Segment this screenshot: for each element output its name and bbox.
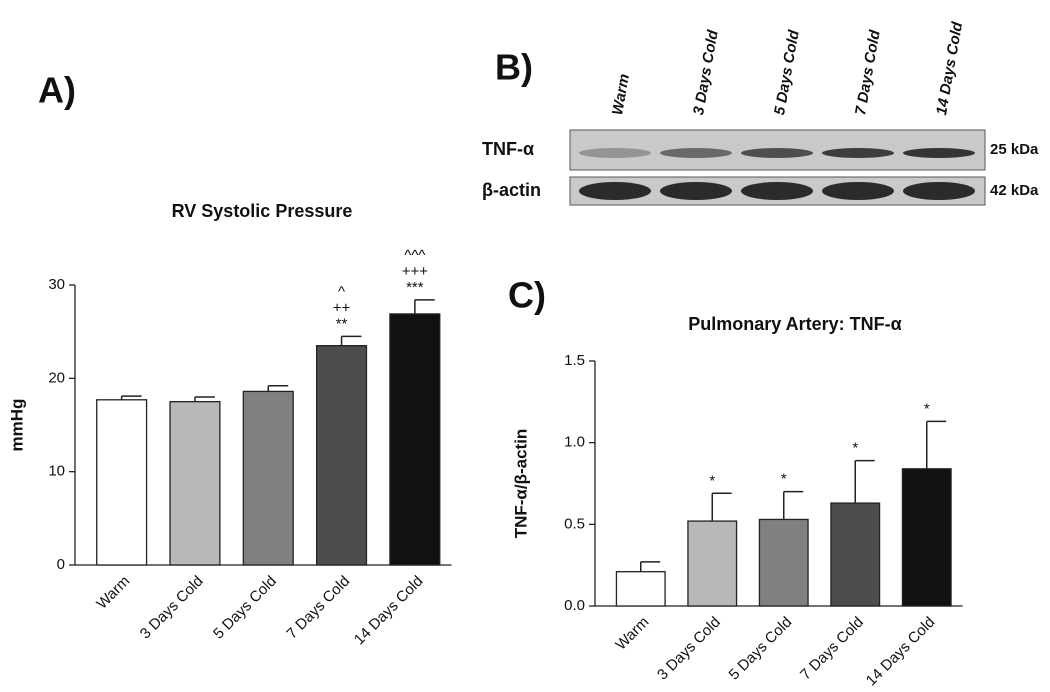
panel-label: C)	[508, 275, 546, 316]
lane-label: 7 Days Cold	[852, 28, 884, 116]
significance-label: +++	[402, 263, 429, 280]
band	[822, 182, 894, 200]
y-tick-label: 0	[57, 556, 65, 573]
band	[660, 182, 732, 200]
significance-label: *	[924, 400, 930, 417]
bar	[169, 401, 221, 566]
bar	[96, 399, 148, 566]
y-tick-label: 30	[48, 276, 65, 293]
bar	[615, 571, 666, 607]
x-tick-label: Warm	[93, 573, 133, 613]
band	[822, 148, 894, 158]
significance-label: **	[336, 315, 348, 332]
lane-label: 5 Days Cold	[771, 28, 803, 116]
significance-label: *	[709, 472, 715, 489]
significance-label: ^	[338, 283, 345, 300]
bar	[901, 468, 952, 607]
bar	[758, 518, 809, 607]
band	[579, 148, 651, 158]
band	[903, 182, 975, 200]
band	[903, 148, 975, 158]
panel-label: B)	[495, 47, 533, 88]
bar	[687, 520, 738, 607]
bar	[242, 390, 294, 566]
x-tick-label: 7 Days Cold	[283, 573, 353, 643]
y-axis-label: TNF-α/β-actin	[511, 429, 530, 539]
y-tick-label: 0.0	[564, 597, 585, 614]
band	[741, 182, 813, 200]
band	[660, 148, 732, 158]
bar	[389, 313, 441, 566]
significance-label: *	[852, 440, 858, 457]
y-tick-label: 0.5	[564, 515, 585, 532]
x-tick-label: 5 Days Cold	[726, 614, 796, 684]
panel-label: A)	[38, 70, 76, 111]
lane-label: 3 Days Cold	[690, 28, 722, 116]
row-label: TNF-α	[482, 139, 534, 159]
bar	[315, 345, 368, 566]
x-tick-label: 14 Days Cold	[863, 614, 939, 690]
band	[579, 182, 651, 200]
x-tick-label: 3 Days Cold	[137, 573, 207, 643]
y-tick-label: 1.0	[564, 434, 585, 451]
significance-label: ***	[406, 279, 424, 296]
size-label: 42 kDa	[990, 182, 1039, 199]
x-tick-label: 14 Days Cold	[351, 573, 427, 649]
x-tick-label: 5 Days Cold	[210, 573, 280, 643]
significance-label: ++	[333, 299, 351, 316]
chart-title: RV Systolic Pressure	[172, 201, 353, 221]
significance-label: *	[781, 471, 787, 488]
lane-label: Warm	[609, 73, 633, 117]
bar	[830, 502, 881, 607]
band	[741, 148, 813, 158]
chart-title: Pulmonary Artery: TNF-α	[688, 314, 901, 334]
y-tick-label: 10	[48, 463, 65, 480]
significance-label: ^^^	[404, 247, 425, 264]
x-tick-label: 7 Days Cold	[797, 614, 867, 684]
size-label: 25 kDa	[990, 141, 1039, 158]
y-tick-label: 20	[48, 369, 65, 386]
x-tick-label: 3 Days Cold	[654, 614, 724, 684]
y-axis-label: mmHg	[7, 399, 26, 452]
y-tick-label: 1.5	[564, 352, 585, 369]
x-tick-label: Warm	[612, 614, 652, 654]
row-label: β-actin	[482, 180, 541, 200]
lane-label: 14 Days Cold	[933, 20, 966, 117]
